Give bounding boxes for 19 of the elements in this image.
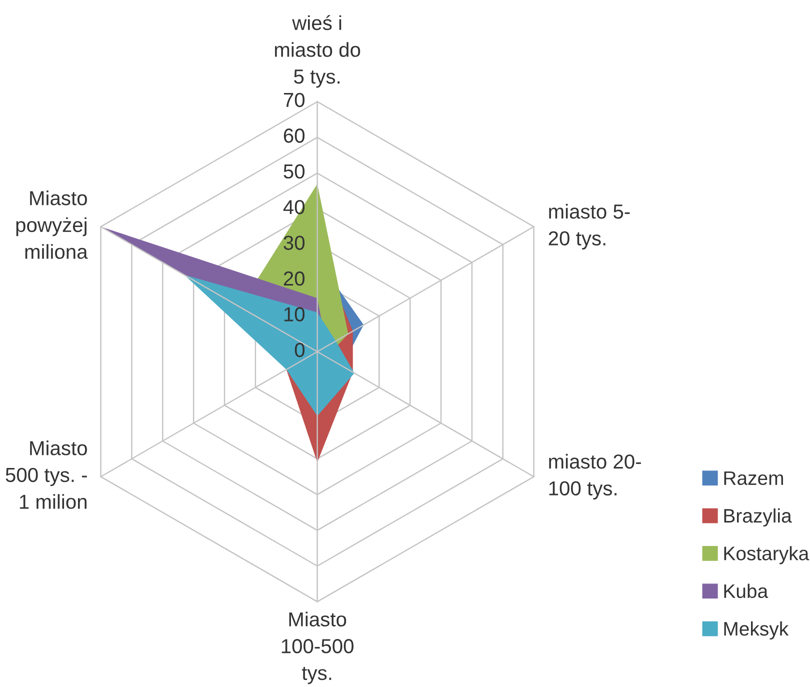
y-tick-label: 60 bbox=[284, 128, 305, 143]
y-tick-label: 30 bbox=[284, 236, 305, 250]
spoke-label: wieś i miasto do 5 tys. bbox=[274, 15, 360, 88]
legend-label: Brazylia bbox=[724, 508, 792, 527]
legend-label: Razem bbox=[724, 471, 783, 486]
spoke-label: miasto 20- 100 tys. bbox=[549, 454, 641, 500]
y-tick-label: 10 bbox=[284, 307, 305, 322]
y-tick-label: 50 bbox=[284, 164, 305, 179]
spoke-label: Miasto 500 tys. - 1 milion bbox=[6, 440, 87, 509]
spoke-label: Miasto 100-500 tys. bbox=[282, 612, 354, 684]
y-tick-label: 20 bbox=[284, 271, 305, 286]
legend-label: Kostaryka bbox=[724, 546, 810, 564]
legend-label: Meksyk bbox=[724, 621, 789, 640]
legend-label: Kuba bbox=[724, 584, 768, 598]
spoke-label: Miasto powyżej miliona bbox=[16, 190, 88, 259]
spoke-label: miasto 5- 20 tys. bbox=[548, 204, 630, 250]
y-tick-label: 70 bbox=[284, 92, 305, 108]
y-tick-label: 0 bbox=[294, 342, 305, 358]
y-tick-label: 40 bbox=[283, 200, 305, 214]
